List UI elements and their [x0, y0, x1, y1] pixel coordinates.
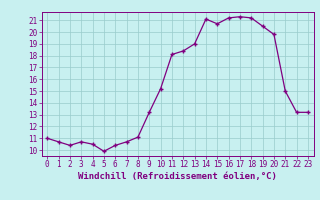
X-axis label: Windchill (Refroidissement éolien,°C): Windchill (Refroidissement éolien,°C): [78, 172, 277, 181]
